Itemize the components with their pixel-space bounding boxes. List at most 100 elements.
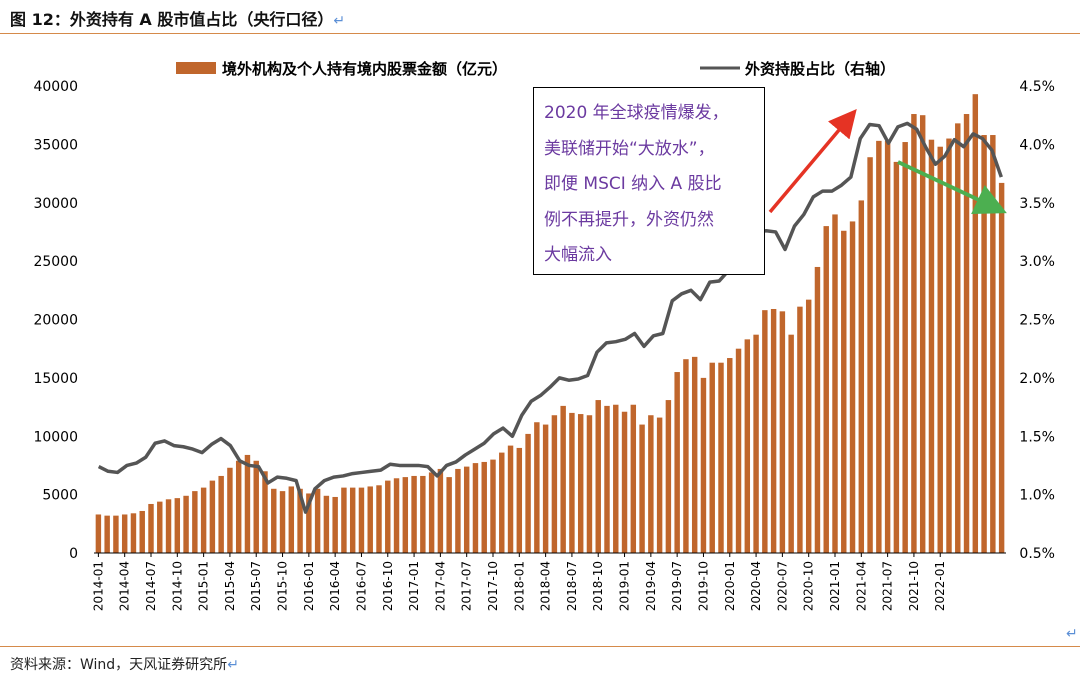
bar (148, 503, 154, 553)
return-mark-corner: ↵ (1066, 626, 1078, 642)
bar (656, 417, 663, 553)
bar (437, 468, 444, 553)
y-right-tick-label: 2.5% (1019, 313, 1055, 329)
bar (157, 501, 163, 553)
bar (253, 460, 259, 553)
bar (516, 447, 523, 553)
bar (814, 266, 821, 553)
x-tick-label: 2020-07 (775, 561, 789, 611)
x-tick-label: 2017-10 (486, 561, 500, 611)
bar (534, 422, 540, 553)
bar (499, 452, 505, 553)
bar (648, 415, 654, 553)
bar (753, 334, 759, 553)
bar (963, 114, 970, 554)
bar (104, 515, 110, 553)
bar (279, 491, 286, 553)
y-left-tick-label: 5000 (42, 488, 78, 504)
y-left-tick-label: 15000 (33, 371, 78, 387)
bar (139, 510, 145, 553)
bar (481, 461, 487, 553)
bar (990, 135, 996, 553)
bar (446, 477, 452, 553)
bottom-divider (0, 646, 1080, 647)
x-tick-label: 2014-01 (91, 561, 105, 611)
x-tick-label: 2016-10 (381, 561, 395, 611)
bar (227, 467, 233, 553)
bar (428, 472, 435, 553)
bar (165, 499, 172, 553)
bar (472, 463, 479, 553)
bar (288, 486, 295, 553)
y-right-tick-label: 4.5% (1019, 79, 1055, 95)
x-tick-label: 2015-01 (197, 561, 211, 611)
bar (235, 460, 242, 553)
bar (262, 471, 268, 553)
bar-series (95, 94, 1005, 554)
bar (683, 359, 689, 553)
bar (411, 475, 417, 553)
arrows (768, 108, 1007, 214)
legend: 境外机构及个人持有境内股票金额（亿元） 外资持股占比（右轴） (176, 60, 895, 78)
bar (525, 433, 531, 553)
x-tick-label: 2015-10 (276, 561, 290, 611)
y-right-tick-label: 4.0% (1019, 137, 1055, 153)
y-right-tick-label: 0.5% (1019, 546, 1055, 562)
bar (727, 358, 733, 553)
bar (639, 424, 645, 553)
y-right-tick-label: 1.5% (1019, 429, 1055, 445)
bar (551, 415, 558, 553)
bar (884, 140, 891, 553)
return-mark: ↵ (333, 13, 346, 29)
x-tick-label: 2020-04 (749, 561, 763, 611)
x-tick-label: 2022-01 (933, 561, 947, 611)
x-tick-label: 2017-01 (407, 561, 421, 611)
return-mark: ↵ (227, 657, 239, 673)
x-tick-label: 2018-04 (539, 561, 553, 611)
bar (376, 485, 382, 553)
bar (630, 404, 637, 553)
legend-line-label: 外资持股占比（右轴） (744, 60, 895, 78)
bar (420, 475, 426, 553)
bar (569, 412, 575, 553)
bar (218, 475, 224, 553)
bar (621, 411, 628, 553)
red-up-arrow (768, 108, 857, 214)
bar (192, 491, 198, 553)
x-tick-label: 2016-07 (354, 561, 368, 611)
bar (507, 445, 514, 553)
bar (832, 214, 838, 553)
y-right-tick-label: 3.0% (1019, 254, 1055, 270)
bar (183, 495, 189, 553)
x-tick-label: 2019-07 (670, 561, 684, 611)
x-tick-label: 2021-07 (881, 561, 895, 611)
bar (919, 115, 926, 553)
bar (972, 94, 979, 554)
bar (542, 424, 549, 553)
bar (788, 334, 794, 553)
bar (200, 487, 207, 553)
x-tick-label: 2017-07 (460, 561, 474, 611)
x-tick-label: 2021-04 (854, 561, 868, 611)
bar (209, 480, 216, 553)
source-note: 资料来源：Wind，天风证券研究所↵ (10, 657, 239, 673)
bar (393, 478, 400, 553)
bar (805, 299, 812, 553)
bar (946, 138, 952, 554)
bar (358, 487, 365, 553)
y-left-tick-label: 0 (69, 546, 78, 562)
title-divider (0, 33, 1080, 34)
bar (779, 311, 786, 553)
bar (323, 495, 330, 553)
y-left-tick-label: 35000 (33, 137, 78, 153)
bar (121, 514, 128, 553)
bar (349, 487, 356, 553)
x-tick-label: 2018-10 (591, 561, 605, 611)
x-tick-label: 2016-04 (328, 561, 342, 611)
x-tick-label: 2014-10 (170, 561, 184, 611)
x-tick-label: 2018-01 (512, 561, 526, 611)
bar (306, 493, 312, 553)
bar (130, 513, 137, 553)
bar (823, 226, 829, 553)
bar (174, 498, 181, 553)
